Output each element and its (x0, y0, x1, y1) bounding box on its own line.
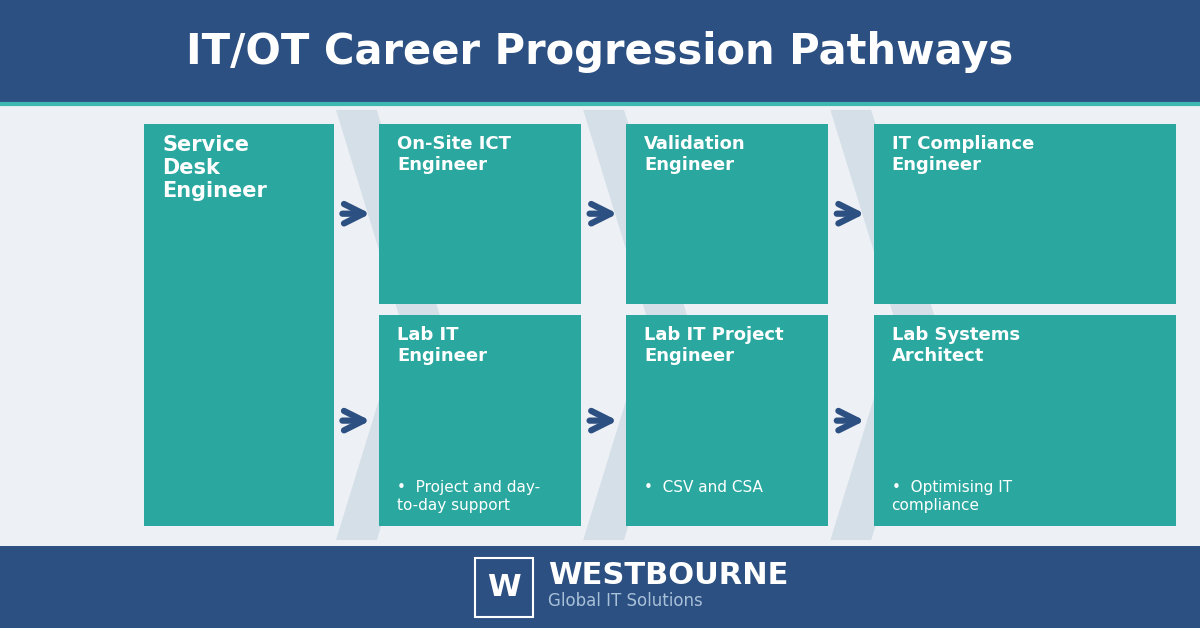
Text: Service
Desk
Engineer: Service Desk Engineer (162, 135, 266, 202)
Text: Lab Systems
Architect: Lab Systems Architect (892, 327, 1020, 365)
Text: IT Compliance
Engineer: IT Compliance Engineer (892, 135, 1034, 174)
Text: W: W (487, 573, 521, 602)
Text: On-Site ICT
Engineer: On-Site ICT Engineer (397, 135, 511, 174)
Text: Lab IT
Engineer: Lab IT Engineer (397, 327, 487, 365)
Text: WESTBOURNE: WESTBOURNE (547, 561, 788, 590)
Polygon shape (583, 110, 690, 540)
FancyBboxPatch shape (379, 124, 581, 304)
FancyBboxPatch shape (874, 315, 1176, 526)
Text: •  Project and day-
to-day support: • Project and day- to-day support (397, 480, 540, 512)
Polygon shape (336, 110, 443, 540)
Text: Validation
Engineer: Validation Engineer (644, 135, 746, 174)
FancyBboxPatch shape (626, 124, 828, 304)
FancyBboxPatch shape (874, 124, 1176, 304)
FancyBboxPatch shape (379, 315, 581, 526)
Bar (0, 104, 1200, 546)
Text: IT/OT Career Progression Pathways: IT/OT Career Progression Pathways (186, 31, 1014, 73)
FancyBboxPatch shape (144, 124, 334, 526)
Bar (0, 546, 1200, 628)
Text: Global IT Solutions: Global IT Solutions (547, 592, 702, 610)
FancyBboxPatch shape (626, 315, 828, 526)
Bar (0, 0, 1200, 104)
Text: •  Optimising IT
compliance: • Optimising IT compliance (892, 480, 1012, 512)
Polygon shape (830, 110, 937, 540)
Text: •  CSV and CSA: • CSV and CSA (644, 480, 763, 495)
Text: Lab IT Project
Engineer: Lab IT Project Engineer (644, 327, 784, 365)
